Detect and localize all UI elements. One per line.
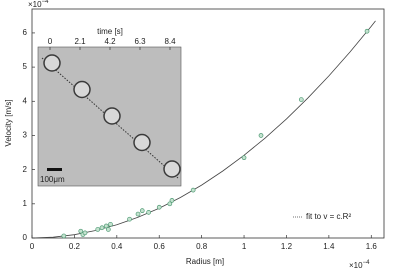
x-tick-label: 1.4: [323, 242, 335, 251]
bubble: [73, 80, 91, 99]
x-mult-exp: −4: [363, 260, 371, 266]
x-mult-base: ×10: [349, 261, 363, 270]
x-tick-label: 1.6: [366, 242, 378, 251]
inset: time [s] 100μm 0 2.1 4.2 6.3 8.4: [37, 27, 182, 187]
data-point: [146, 210, 151, 215]
data-point: [298, 97, 304, 102]
inset-tick-label: 0: [48, 37, 53, 46]
scale-bar: [47, 168, 62, 171]
y-mult-exp: −4: [42, 0, 50, 5]
bubble: [103, 107, 121, 125]
scale-label: 100μm: [40, 175, 65, 184]
x-multiplier: ×10−4: [349, 260, 370, 271]
x-tick-label: 0.4: [111, 242, 123, 251]
fit-line: [31, 20, 376, 239]
y-tick-label: 2: [23, 165, 28, 174]
bubble: [133, 133, 151, 152]
x-tick-label: 1: [242, 242, 247, 251]
data-point: [78, 228, 84, 234]
y-tick-label: 0: [23, 233, 28, 242]
x-tick-label: 0.6: [154, 242, 166, 251]
data-point: [135, 211, 141, 217]
y-tick-label: 5: [23, 62, 28, 71]
y-tick-label: 3: [23, 131, 28, 140]
inset-tick-label: 2.1: [74, 37, 86, 46]
data-point: [241, 155, 247, 161]
x-tick-label: 0: [30, 242, 35, 251]
y-multiplier: ×10−4: [28, 0, 49, 9]
inset-title: time [s]: [97, 27, 123, 36]
inset-tick-label: 8.4: [164, 37, 176, 46]
data-point: [364, 28, 370, 34]
inset-tick-label: 4.2: [104, 37, 116, 46]
x-axis-label: Radius [m]: [186, 257, 224, 266]
data-point: [103, 223, 109, 229]
x-tick-label: 0.8: [196, 242, 208, 251]
data-point: [190, 187, 196, 193]
bubble: [43, 54, 61, 72]
data-point: [99, 225, 105, 231]
data-point: [108, 221, 113, 227]
legend-label: fit to v = c.R²: [306, 212, 351, 221]
data-point: [61, 233, 67, 239]
inset-tick-label: 6.3: [134, 37, 146, 46]
y-tick-label: 6: [23, 28, 28, 37]
data-point: [95, 227, 101, 232]
y-mult-base: ×10: [28, 0, 42, 9]
data-point: [258, 133, 264, 138]
data-point: [82, 230, 88, 236]
x-tick-label: 1.2: [281, 242, 293, 251]
y-tick-label: 4: [23, 96, 28, 105]
data-point: [169, 198, 175, 203]
data-point: [156, 204, 162, 210]
data-point: [167, 201, 173, 207]
y-tick-label: 1: [23, 199, 28, 208]
bubble: [163, 160, 181, 178]
x-tick-label: 0.2: [69, 242, 81, 251]
y-axis-label: Velocity [m/s]: [4, 99, 13, 146]
data-point: [105, 227, 111, 232]
data-point: [139, 208, 145, 214]
data-point: [127, 216, 132, 222]
